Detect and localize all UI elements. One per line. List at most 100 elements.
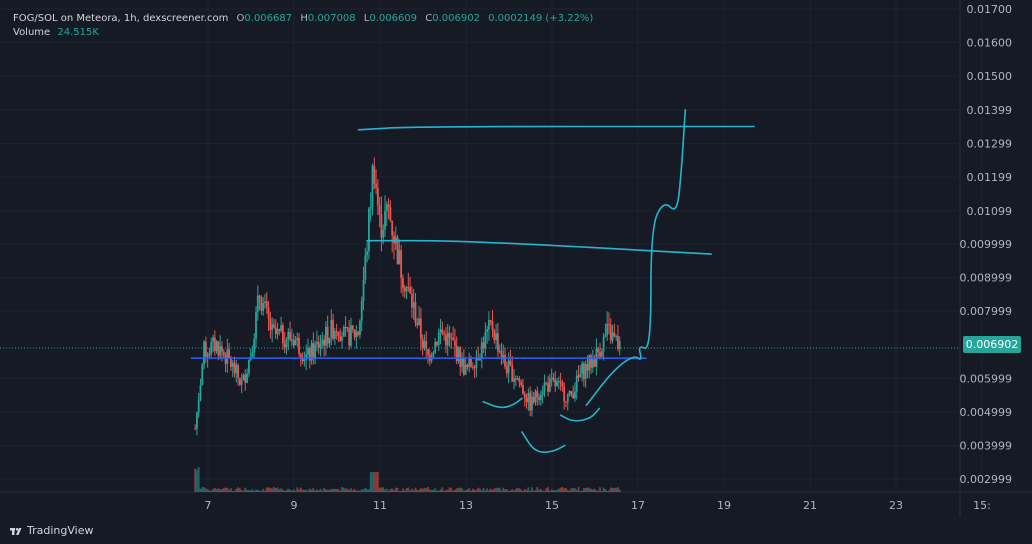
- candle-body: [425, 341, 428, 350]
- volume-bar: [513, 490, 515, 492]
- volume-bar: [212, 489, 214, 492]
- candle-body: [552, 377, 555, 380]
- volume-bar: [393, 490, 395, 492]
- candle-body: [407, 286, 410, 288]
- volume-bar: [224, 487, 227, 492]
- candle-body: [495, 333, 497, 341]
- candle-body: [443, 333, 446, 335]
- volume-bar: [369, 472, 372, 492]
- volume-bar: [265, 487, 268, 492]
- candle-body: [195, 412, 198, 429]
- chart-legend: FOG/SOL on Meteora, 1h, dexscreener.com …: [13, 12, 593, 40]
- volume-bar: [418, 489, 420, 492]
- volume-bar: [572, 488, 575, 492]
- volume-bar: [405, 488, 408, 492]
- volume-bar: [618, 489, 621, 492]
- trend-drawings[interactable]: [357, 108, 755, 453]
- candle-body: [298, 337, 300, 355]
- breakout-path-drawing: [585, 108, 687, 406]
- candle-body: [253, 338, 256, 353]
- candle-body: [461, 357, 463, 367]
- top-line-drawing: [357, 125, 755, 131]
- volume-bar: [428, 489, 431, 492]
- volume-bar: [256, 489, 259, 492]
- candle-body: [255, 312, 257, 339]
- time-axis[interactable]: 7 9 11 13 15 17 19 21 23 15:: [205, 499, 991, 512]
- price-tick-label: 0.01600: [967, 37, 1013, 50]
- volume-bar: [230, 488, 232, 492]
- volume-bar: [337, 489, 340, 492]
- volume-bar: [280, 488, 282, 492]
- candle-body: [579, 373, 582, 378]
- volume-bar: [511, 489, 514, 492]
- candle-body: [339, 336, 342, 341]
- volume-bar: [255, 489, 257, 492]
- volume-bar: [488, 490, 490, 492]
- candle-body: [588, 355, 591, 371]
- volume-bar: [332, 489, 334, 492]
- candle-body: [317, 342, 320, 348]
- volume-bar: [410, 488, 413, 492]
- time-tick-label: 9: [291, 499, 298, 512]
- last-price-tag: 0.006902: [963, 336, 1021, 353]
- candle-body: [556, 381, 558, 387]
- candle-body: [591, 359, 594, 368]
- brand-label: TradingView: [27, 524, 94, 537]
- volume-bar: [459, 487, 462, 492]
- volume-bar: [574, 488, 576, 492]
- volume-bar: [518, 488, 521, 492]
- volume-bar: [534, 490, 537, 492]
- volume-bar: [566, 490, 569, 492]
- candle-body: [516, 378, 519, 380]
- candle-body: [504, 354, 506, 367]
- candle-body: [233, 362, 236, 374]
- candle-body: [570, 390, 573, 394]
- candle-body: [432, 352, 435, 357]
- tradingview-brand[interactable]: TradingView: [10, 524, 93, 537]
- volume-bar: [522, 490, 524, 492]
- volume-bar: [235, 488, 238, 492]
- volume-bar: [409, 490, 411, 492]
- candle-body: [228, 349, 231, 359]
- candle-body: [237, 364, 239, 378]
- candle-body: [194, 428, 196, 430]
- change-value: 0.0002149 (+3.22%): [488, 13, 594, 24]
- candle-body: [267, 307, 270, 319]
- volume-bar: [554, 490, 557, 492]
- volume-bar: [310, 489, 313, 492]
- volume-bar: [575, 489, 578, 492]
- time-tick-label: 17: [631, 499, 645, 512]
- volume-bar: [597, 490, 600, 492]
- candle-body: [509, 360, 512, 365]
- candle-body: [608, 323, 610, 325]
- candle-body: [380, 214, 383, 238]
- chart-grid: [0, 0, 1032, 517]
- price-axis[interactable]: 0.01700 0.01600 0.01500 0.01399 0.01299 0.011…: [960, 3, 1013, 486]
- volume-bar: [307, 490, 309, 492]
- volume-bar: [468, 487, 471, 492]
- candle-body: [410, 293, 413, 308]
- candle-body: [324, 326, 327, 346]
- volume-bar: [425, 488, 428, 492]
- volume-bar: [210, 490, 213, 492]
- candle-body: [543, 382, 546, 392]
- volume-bar: [473, 489, 476, 492]
- volume-bar: [599, 487, 601, 492]
- volume-bar: [264, 490, 266, 492]
- candle-body: [536, 391, 539, 398]
- candle-body: [310, 343, 313, 361]
- horizontal-line[interactable]: [0, 347, 960, 359]
- candle-body: [262, 303, 265, 311]
- volume-bar: [237, 487, 239, 492]
- volume-bar: [617, 487, 619, 492]
- volume-bar: [441, 487, 444, 492]
- price-chart[interactable]: 0.01700 0.01600 0.01500 0.01399 0.01299 0.011…: [0, 0, 1032, 517]
- candle-body: [500, 350, 503, 359]
- candle-body: [360, 300, 363, 321]
- volume-bar: [335, 489, 338, 492]
- high-label: H: [300, 13, 308, 24]
- volume-bar: [579, 490, 582, 492]
- candle-body: [561, 382, 564, 387]
- candle-body: [493, 330, 496, 341]
- candle-body: [323, 339, 325, 346]
